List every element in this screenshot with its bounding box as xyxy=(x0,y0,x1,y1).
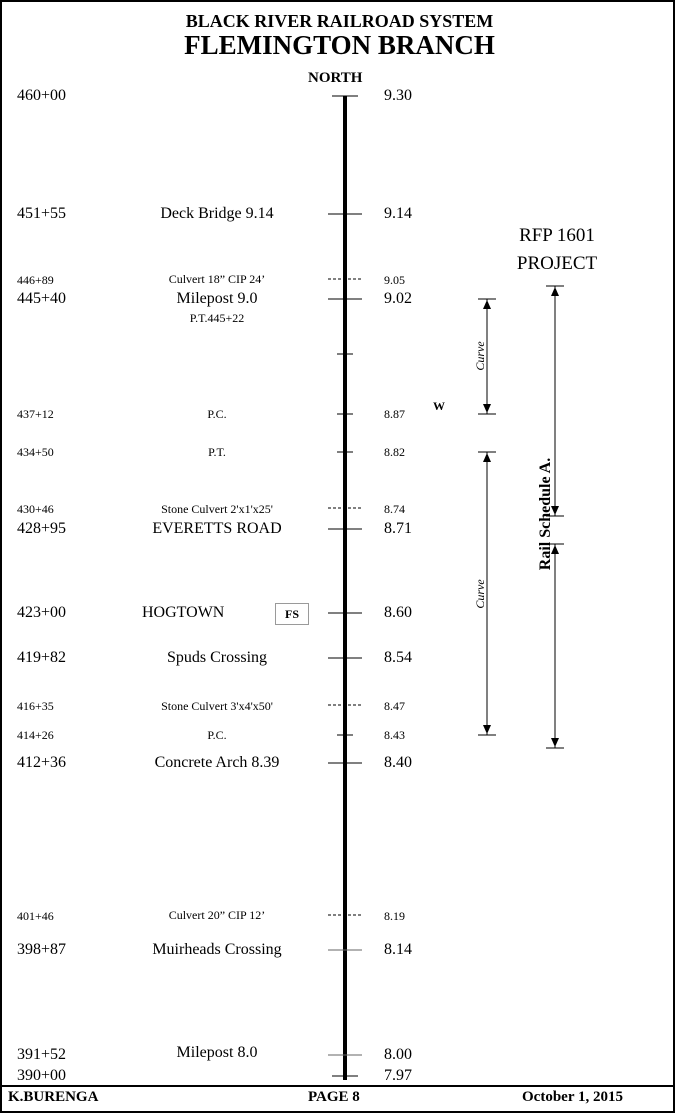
branch-title: FLEMINGTON BRANCH xyxy=(184,30,495,60)
project-title-line1: RFP 1601 xyxy=(519,225,595,246)
feature-label: HOGTOWN xyxy=(142,604,225,621)
station-label: 412+36 xyxy=(17,754,67,771)
station-label: 451+55 xyxy=(17,205,67,222)
station-label: 414+26 xyxy=(17,728,54,742)
station-label: 416+35 xyxy=(17,699,54,713)
footer-author: K.BURENGA xyxy=(8,1089,99,1105)
station-label: 428+95 xyxy=(17,520,67,537)
feature-label: Muirheads Crossing xyxy=(152,941,282,958)
milepost-label: 7.97 xyxy=(384,1067,412,1084)
milepost-label: 8.47 xyxy=(384,699,405,713)
curve-upper-dimension xyxy=(478,298,496,415)
station-label: 423+00 xyxy=(17,604,67,621)
station-label: 391+52 xyxy=(17,1046,67,1063)
milepost-label: 8.74 xyxy=(384,502,405,516)
milepost-label: 9.02 xyxy=(384,290,412,307)
milepost-label: 8.60 xyxy=(384,604,412,621)
footer-page: PAGE 8 xyxy=(308,1089,360,1105)
milepost-label: 8.71 xyxy=(384,520,412,537)
footer-date: October 1, 2015 xyxy=(522,1089,623,1105)
feature-sublabel: P.T.445+22 xyxy=(189,311,245,325)
milepost-label: 8.54 xyxy=(384,649,412,666)
milepost-label: 9.05 xyxy=(384,273,405,287)
project-title-line2: PROJECT xyxy=(516,253,598,274)
milepost-label: 9.14 xyxy=(384,205,412,222)
station-label: 446+89 xyxy=(17,273,54,287)
milepost-label: 8.87 xyxy=(384,407,405,421)
project-lower-dimension xyxy=(546,543,564,749)
milepost-label: 9.30 xyxy=(384,87,412,104)
feature-label: Milepost 8.0 xyxy=(176,1044,258,1061)
north-label: NORTH xyxy=(308,70,363,86)
station-label: 430+46 xyxy=(17,502,54,516)
station-label: 419+82 xyxy=(17,649,67,666)
station-label: 437+12 xyxy=(17,407,54,421)
fs-badge: FS xyxy=(275,603,309,625)
milepost-label: 8.82 xyxy=(384,445,405,459)
curve-lower-label: Curve xyxy=(473,579,487,609)
milepost-label: 8.43 xyxy=(384,728,405,742)
milepost-label: 8.40 xyxy=(384,754,412,771)
feature-label: Culvert 18” CIP 24’ xyxy=(168,272,266,286)
feature-label: P.C. xyxy=(207,407,227,421)
feature-label: P.C. xyxy=(207,728,227,742)
feature-label: P.T. xyxy=(208,445,226,459)
feature-label: Culvert 20” CIP 12’ xyxy=(168,908,266,922)
project-upper-dimension xyxy=(546,285,564,517)
footer-divider xyxy=(2,1085,673,1087)
system-title: BLACK RIVER RAILROAD SYSTEM xyxy=(185,11,494,31)
w-marker: W xyxy=(433,399,445,413)
station-label: 401+46 xyxy=(17,909,54,923)
station-label: 390+00 xyxy=(17,1067,67,1084)
feature-label: EVERETTS ROAD xyxy=(152,520,282,537)
feature-label: Stone Culvert 3'x4'x50' xyxy=(161,699,273,713)
rail-schedule-label: Rail Schedule A. xyxy=(537,458,554,570)
feature-label: Spuds Crossing xyxy=(166,649,268,666)
station-label: 460+00 xyxy=(17,87,67,104)
station-label: 445+40 xyxy=(17,290,67,307)
milepost-label: 8.14 xyxy=(384,941,412,958)
milepost-label: 8.00 xyxy=(384,1046,412,1063)
feature-label: Concrete Arch 8.39 xyxy=(154,754,280,771)
feature-label: Stone Culvert 2'x1'x25' xyxy=(161,502,273,516)
station-label: 434+50 xyxy=(17,445,54,459)
station-label: 398+87 xyxy=(17,941,67,958)
feature-label: Deck Bridge 9.14 xyxy=(160,205,274,222)
feature-label: Milepost 9.0 xyxy=(176,290,258,307)
curve-upper-label: Curve xyxy=(473,341,487,371)
milepost-label: 8.19 xyxy=(384,909,405,923)
curve-lower-dimension xyxy=(478,451,496,736)
